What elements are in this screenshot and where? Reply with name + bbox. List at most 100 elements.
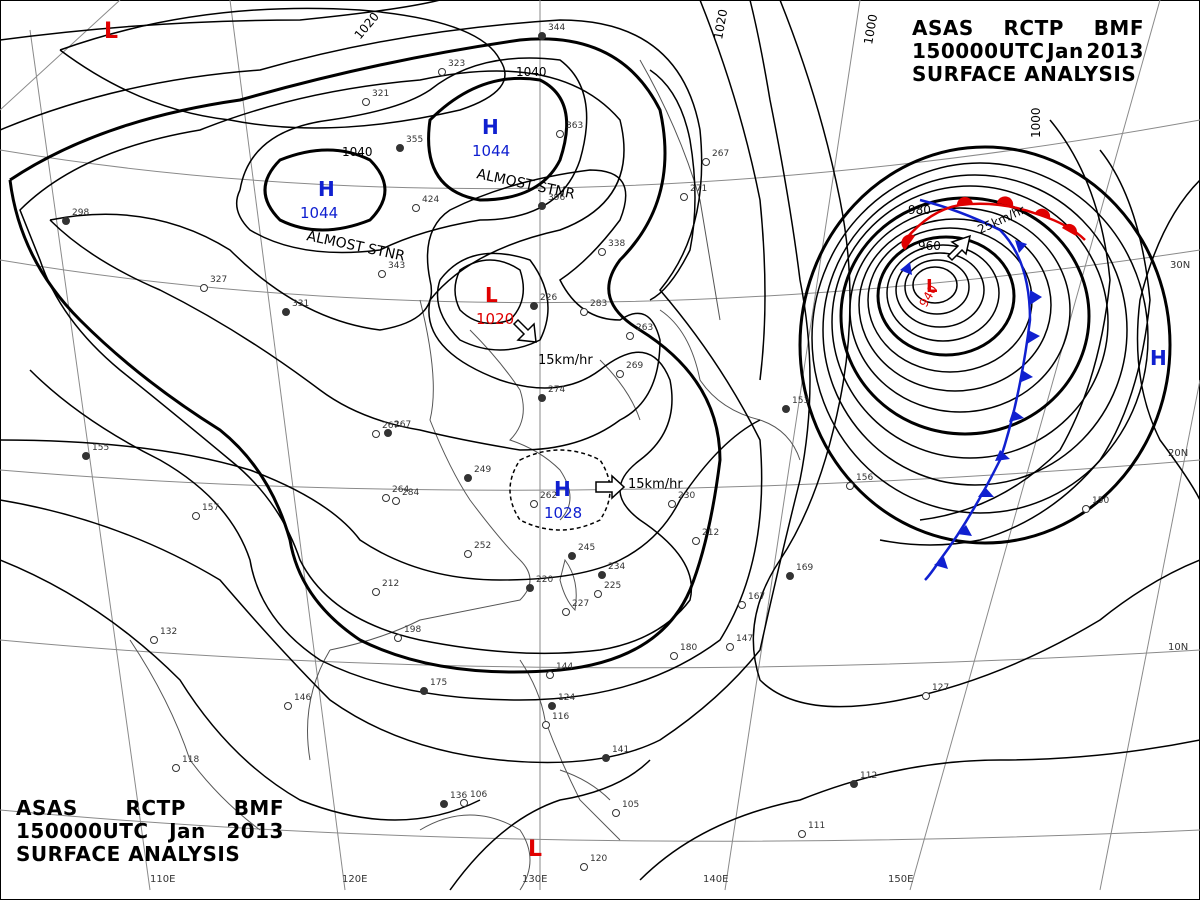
- station-marker: [542, 721, 550, 729]
- high-symbol: H: [1150, 346, 1167, 370]
- station-marker: [798, 830, 806, 838]
- station-marker: [372, 588, 380, 596]
- cold-front-barbs: [900, 240, 1042, 569]
- station-pressure-value: 198: [404, 625, 421, 635]
- low-center-mid: L 1020 15km/hr: [476, 283, 593, 368]
- station-marker: [192, 512, 200, 520]
- station-pressure-value: 212: [702, 528, 719, 538]
- station-marker: [526, 584, 534, 592]
- station-marker: [538, 394, 546, 402]
- isobar-1012: [0, 0, 811, 764]
- station-pressure-value: 147: [736, 634, 753, 644]
- station-marker: [362, 98, 370, 106]
- station-marker: [382, 494, 390, 502]
- isobar-s: [449, 759, 651, 891]
- station-pressure-value: 156: [856, 473, 873, 483]
- isobar-n-lobe: [649, 69, 696, 301]
- isobar-label: 1020: [711, 8, 730, 41]
- isobar-4: [59, 7, 506, 129]
- coordinate-labels: 110E 120E 130E 140E 150E 30N 20N 10N: [150, 260, 1190, 885]
- low-symbol: L: [528, 837, 542, 862]
- station-marker: [284, 702, 292, 710]
- low-symbol: L: [926, 276, 937, 297]
- station-pressure-value: 363: [566, 121, 583, 131]
- coast-indochina: [129, 639, 331, 831]
- isobar-1028-w: [49, 169, 661, 451]
- longitude-label: 130E: [522, 874, 547, 885]
- isobar-3: [0, 19, 763, 701]
- station-pressure-value: 141: [612, 745, 629, 755]
- header-line-2: 150000UTC Jan 2013: [16, 820, 284, 843]
- station-pressure-value: 284: [402, 488, 419, 498]
- station-pressure-value: 262: [540, 491, 557, 501]
- station-pressure-value: 355: [406, 135, 423, 145]
- station-pressure-value: 132: [160, 627, 177, 637]
- cyclone-isobar-7: [858, 218, 1052, 392]
- station-marker: [82, 452, 90, 460]
- cyclone-isobar-4: [886, 244, 1000, 342]
- isobar-1024: [436, 252, 549, 351]
- station-pressure-value: 269: [626, 361, 643, 371]
- isobar-label: 980: [908, 203, 931, 217]
- station-marker: [396, 144, 404, 152]
- station-marker: [530, 500, 538, 508]
- station-pressure-value: 283: [590, 299, 607, 309]
- high-center-s: H 1028 15km/hr: [544, 477, 683, 522]
- isobar-h1028-dashed: [509, 449, 611, 531]
- high-value: 1028: [544, 504, 582, 522]
- station-pressure-value: 267: [712, 149, 729, 159]
- header-area-code: ASAS: [16, 796, 78, 820]
- isobar-1036: [235, 57, 588, 254]
- station-marker: [1082, 505, 1090, 513]
- coast-taiwan: [559, 558, 577, 612]
- station-pressure-value: 264: [392, 485, 409, 495]
- parallel-30n: [0, 249, 1200, 304]
- station-marker: [150, 636, 158, 644]
- station-marker: [530, 302, 538, 310]
- station-marker: [538, 32, 546, 40]
- station-pressure-value: 111: [808, 821, 825, 831]
- station-pressure-value: 424: [422, 195, 439, 205]
- station-pressure-value: 298: [72, 208, 89, 218]
- isobar-1008: [0, 559, 481, 821]
- station-marker: [568, 552, 576, 560]
- station-marker: [460, 799, 468, 807]
- isobar-label: 1040: [342, 145, 373, 159]
- cyclone-isobar-13: [798, 145, 1172, 545]
- station-marker: [538, 202, 546, 210]
- station-pressure-value: 226: [540, 293, 557, 303]
- station-pressure-value: 144: [556, 662, 573, 672]
- isobar-label: 1000: [1029, 107, 1043, 138]
- meridian-100e: [29, 29, 151, 891]
- motion-label: 15km/hr: [538, 353, 593, 368]
- station-pressure-value: 267: [382, 421, 399, 431]
- header-area-code: ASAS: [912, 16, 974, 40]
- isobar-1040-w: [263, 148, 387, 232]
- station-marker: [846, 482, 854, 490]
- header-line-3: SURFACE ANALYSIS: [912, 63, 1144, 86]
- station-pressure-value: 220: [536, 575, 553, 585]
- meridian-140e: [909, 0, 1161, 891]
- isobar-far-e: [1136, 179, 1200, 501]
- isobar-1040-e: [427, 76, 569, 202]
- station-pressure-value: 227: [572, 599, 589, 609]
- station-pressure-value: 180: [680, 643, 697, 653]
- isobar-1016: [0, 419, 761, 581]
- header-issuer-code: BMF: [233, 796, 284, 820]
- station-pressure-value: 230: [678, 491, 695, 501]
- station-marker: [420, 687, 428, 695]
- parallel-0: [0, 809, 1200, 842]
- station-pressure-value: 225: [604, 581, 621, 591]
- header-year: 2013: [1086, 39, 1144, 63]
- station-pressure-value: 212: [382, 579, 399, 589]
- station-marker: [464, 474, 472, 482]
- station-pressure-value: 105: [622, 800, 639, 810]
- motion-arrows: [512, 234, 972, 500]
- station-pressure-value: 252: [474, 541, 491, 551]
- warm-front-bumps: [901, 196, 1078, 250]
- station-marker: [392, 497, 400, 505]
- station-pressure-value: 146: [294, 693, 311, 703]
